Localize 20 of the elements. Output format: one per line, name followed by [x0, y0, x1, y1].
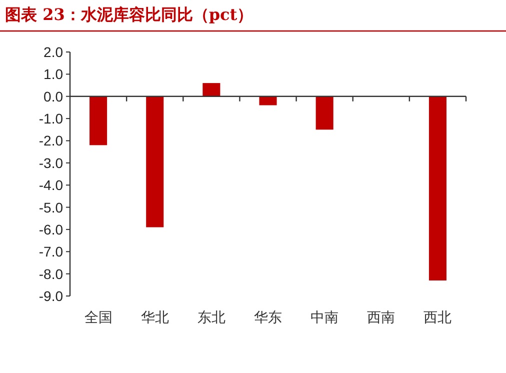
y-tick-label: 2.0 — [44, 44, 64, 60]
x-tick-label: 西南 — [367, 310, 396, 326]
y-tick-label: -6.0 — [38, 221, 64, 238]
title: 图表 23：水泥库容比同比（pct） — [5, 5, 254, 24]
x-tick-label: 东北 — [197, 310, 226, 326]
y-tick-label: -5.0 — [38, 199, 64, 216]
x-tick-label: 华北 — [140, 310, 169, 326]
x-tick-label: 中南 — [310, 310, 339, 326]
y-tick-label: -2.0 — [38, 132, 64, 149]
y-tick-label: -3.0 — [38, 154, 64, 171]
y-tick-label: -9.0 — [38, 288, 64, 304]
x-tick-label: 西北 — [424, 310, 452, 326]
x-tick-label: 华东 — [254, 310, 282, 326]
x-tick-label: 全国 — [84, 310, 112, 326]
y-tick-label: -4.0 — [38, 177, 64, 194]
y-tick-label: -1.0 — [38, 110, 64, 127]
y-tick-label: -7.0 — [38, 244, 64, 260]
y-tick-label: 0.0 — [44, 88, 64, 104]
y-tick-label: 1.0 — [44, 66, 64, 82]
y-tick-label: -8.0 — [38, 266, 64, 282]
